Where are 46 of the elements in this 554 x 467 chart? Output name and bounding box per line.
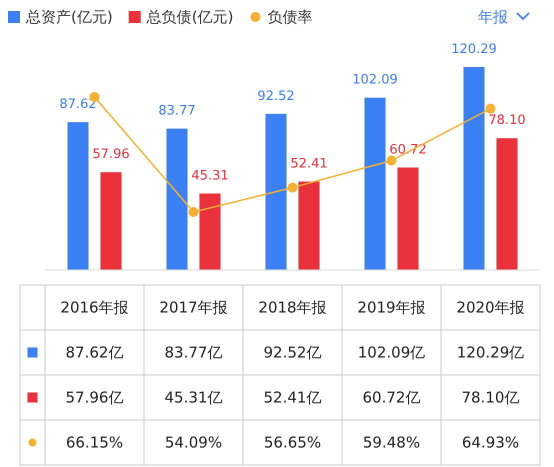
text: 年报 [478, 8, 508, 26]
bar [398, 168, 418, 270]
bar [364, 98, 386, 270]
bar [266, 114, 286, 270]
text: 92.52亿 [264, 344, 322, 362]
legend-label: 总资产(亿元) [25, 8, 113, 26]
text: 78.10亿 [462, 388, 520, 406]
point [188, 207, 198, 217]
data-label: 92.52 [257, 88, 295, 104]
x-tick-label: 2016年报 [60, 298, 129, 316]
point [386, 156, 396, 166]
data-label: 52.41 [290, 156, 328, 172]
data-label: 64.93% [462, 434, 520, 452]
text: 83.77亿 [164, 344, 222, 362]
x-tick-label: 2020年报 [456, 298, 525, 316]
data-label: 57.96 [92, 147, 130, 162]
bar [68, 122, 88, 270]
data-label: 54.09% [164, 434, 222, 452]
text: 120.29亿 [456, 344, 524, 362]
x-tick-label: 2017年报 [159, 298, 228, 316]
data-label: 45.31 [191, 168, 229, 184]
text: 102.09亿 [358, 344, 426, 362]
text: 52.41亿 [264, 388, 322, 406]
text: 57.96亿 [66, 388, 124, 406]
data-label: 59.48% [362, 434, 420, 452]
legend-label: 总负债(亿元) [146, 8, 234, 26]
bar [200, 194, 220, 270]
data-label: 56.65% [264, 434, 322, 452]
data-label: 120.29 [451, 42, 497, 57]
text: 45.31亿 [164, 388, 222, 406]
x-tick-label: 2018年报 [258, 298, 327, 316]
data-label: 102.09 [352, 72, 398, 88]
data-label: 66.15% [66, 434, 124, 452]
bar [496, 138, 518, 270]
bar [298, 182, 320, 270]
bar [464, 67, 484, 270]
data-label: 83.77 [158, 104, 196, 119]
legend-label: 负债率 [267, 8, 312, 26]
text: 60.72亿 [362, 388, 420, 406]
data-label: 78.10 [488, 113, 526, 128]
x-tick-label: 2019年报 [357, 298, 426, 316]
point [288, 182, 298, 193]
text: 87.62亿 [66, 344, 124, 362]
bar [166, 128, 188, 270]
bar [100, 172, 122, 270]
point [486, 104, 496, 114]
